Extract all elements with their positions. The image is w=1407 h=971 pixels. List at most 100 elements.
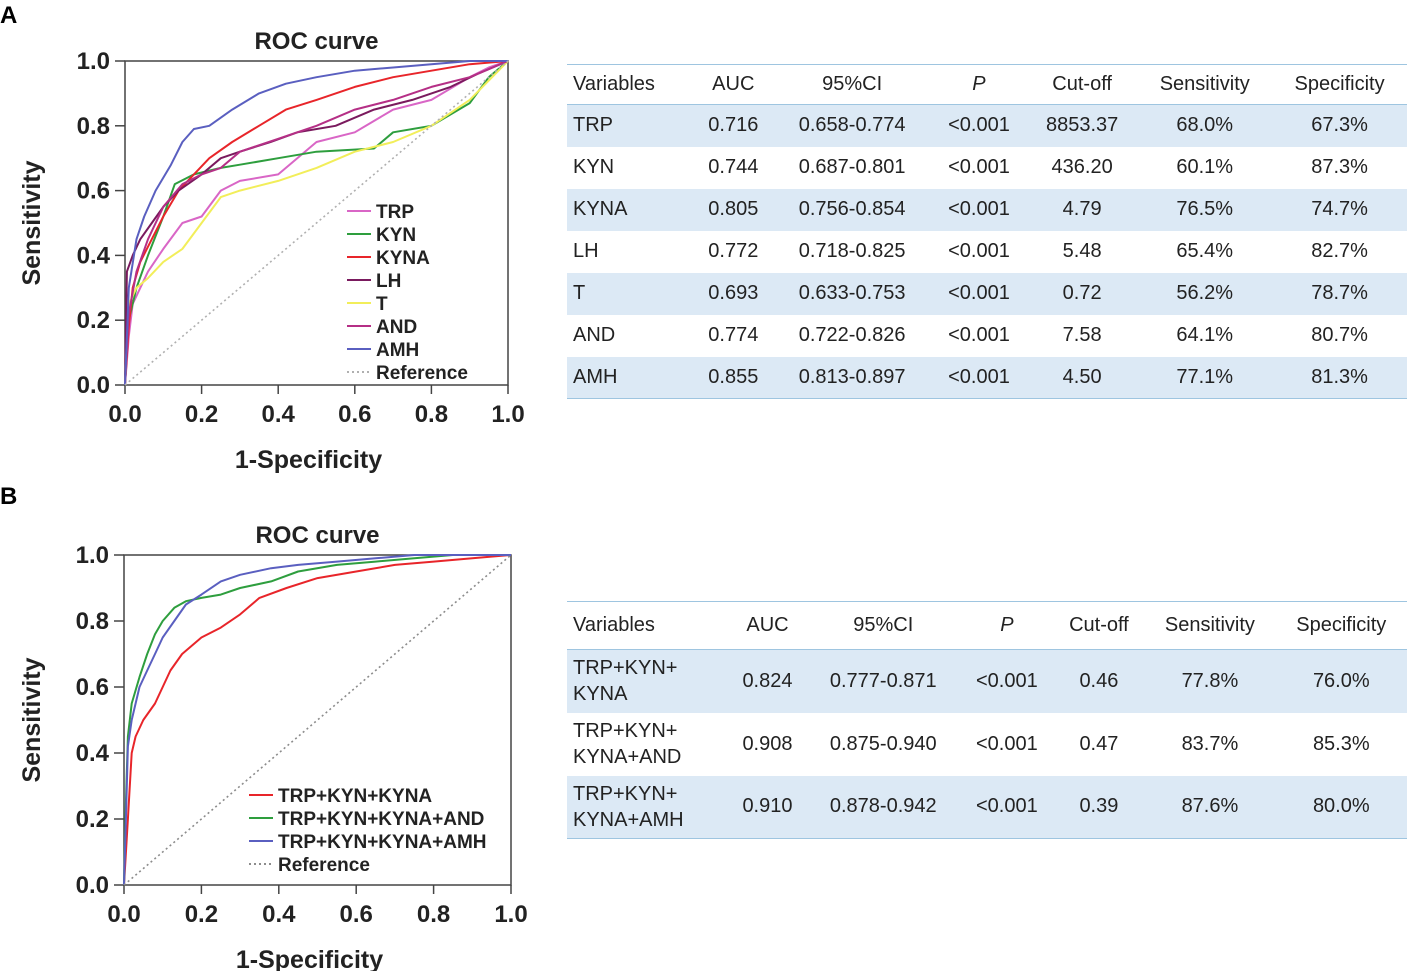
x-tick-label: 1.0 [494,901,527,928]
header-variables: Variables [573,614,655,636]
cell-specificity: 80.7% [1311,324,1368,346]
cell-p-value: <0.001 [960,775,1054,839]
roc-chart-a: ROC curve 0.0 0.2 0.4 0.6 0.8 1.0 0.0 0.2 0.4 0.6 0… [18,28,525,474]
header-p-value: P [1000,614,1014,636]
cell-auc: 0.855 [693,356,774,399]
results-table-b: Variables AUC 95%CI P Cut-off Sensitivity Spec… [567,601,1407,839]
cell-cut-off: 8853.37 [1026,104,1138,147]
y-tick-label: 0.2 [76,806,109,833]
cell-cut-off: 0.47 [1079,732,1119,755]
series-line-amh [124,60,508,386]
legend-label-kyn: KYN [376,225,416,246]
series-line-trp-kyn-kyna-amh [123,554,511,886]
table-row: TRP+KYN+ KYNA+AMH 0.910 0.878-0.942 <0.001 0… [567,775,1407,839]
y-tick-label: 0.8 [76,608,109,635]
y-axis-label: Sensitivity [18,160,46,285]
table-row: KYNA 0.805 0.756-0.854 <0.001 4.79 76.5% 74.7% [567,188,1407,231]
cell-sensitivity: 64.1% [1176,324,1234,346]
x-tick-label: 0.2 [185,401,218,428]
header-95-ci: 95%CI [853,614,914,636]
cell-variables: KYN [573,156,615,178]
cell-p-value: <0.001 [931,104,1027,147]
cell-specificity: 81.3% [1272,356,1407,399]
table-row: AMH 0.855 0.813-0.897 <0.001 4.50 77.1% 81.3% [567,356,1407,399]
chart-title: ROC curve [255,522,379,549]
cell-p-value: <0.001 [931,356,1027,399]
cell-variables: TRP+KYN+ KYNA [567,649,729,713]
cell-specificity: 67.3% [1272,104,1407,147]
cell-auc: 0.772 [708,240,759,262]
cell-95-ci: 0.687-0.801 [798,156,906,178]
x-tick-label: 0.4 [262,401,296,428]
cell-sensitivity: 60.1% [1176,156,1234,178]
header-specificity: Specificity [1294,73,1385,95]
cell-p-value: <0.001 [948,324,1010,346]
y-tick-label: 0.4 [76,740,110,767]
table-row: TRP+KYN+ KYNA+AND 0.908 0.875-0.940 <0.001 0… [567,713,1407,776]
cell-specificity: 78.7% [1272,272,1407,315]
legend-label-lh: LH [376,271,401,292]
table-header-row: Variables AUC 95%CI P Cut-off Sensitivity Spec… [567,601,1407,650]
x-tick-label: 0.4 [262,901,296,928]
cell-95-ci: 0.756-0.854 [773,188,932,231]
header-sensitivity: Sensitivity [1159,73,1250,95]
x-tick-label: 0.8 [417,901,450,928]
cell-auc: 0.693 [693,272,774,315]
legend-label-trp-kyn-kyna-amh: TRP+KYN+KYNA+AMH [278,832,487,853]
cell-p-value: <0.001 [960,649,1054,713]
table-row: TRP+KYN+ KYNA 0.824 0.777-0.871 <0.001 0.46 7… [567,649,1407,713]
cell-cut-off: 0.72 [1026,272,1138,315]
cell-sensitivity: 77.8% [1144,649,1276,713]
x-tick-label: 0.0 [107,901,140,928]
legend-label-reference: Reference [278,855,370,876]
cell-variables: KYNA [567,188,694,231]
panel-label-a: A [0,2,18,29]
plot-frame [123,554,512,886]
series-line-lh [124,60,509,386]
chart-title: ROC curve [254,28,378,55]
cell-95-ci: 0.878-0.942 [806,775,961,839]
cell-p-value: <0.001 [948,240,1010,262]
cell-cut-off: 5.48 [1062,240,1102,262]
cell-sensitivity: 56.2% [1137,272,1273,315]
panel-label-b: B [0,483,18,510]
series-line-trp-kyn-kyna-and [123,554,511,886]
series-line-trp-kyn-kyna [123,554,512,886]
legend-label-and: AND [376,317,417,338]
x-tick-label: 0.6 [340,901,373,928]
cell-95-ci: 0.875-0.940 [829,732,937,755]
y-tick-label: 0.6 [76,674,109,701]
cell-variables: TRP+KYN+ KYNA+AMH [567,775,729,839]
legend-label-t: T [376,294,388,315]
cell-cut-off: 0.39 [1053,775,1145,839]
cell-variables: LH [573,240,599,262]
cell-95-ci: 0.813-0.897 [773,356,932,399]
y-tick-label: 0.0 [76,872,109,899]
legend-label-trp-kyn-kyna: TRP+KYN+KYNA [278,786,432,807]
cell-auc: 0.824 [728,649,807,713]
table-row: TRP 0.716 0.658-0.774 <0.001 8853.37 68.0% 67.… [567,104,1407,147]
x-axis-label: 1-Specificity [235,446,382,474]
cell-sensitivity: 83.7% [1181,732,1239,755]
y-tick-label: 1.0 [77,48,110,75]
results-table-a: Variables AUC 95%CI P Cut-off Sensitivity Spec… [567,64,1407,399]
series-line-trp [124,60,509,386]
table-row: KYN 0.744 0.687-0.801 <0.001 436.20 60.1% 87.3… [567,147,1407,189]
legend-label-trp: TRP [376,202,414,223]
cell-95-ci: 0.722-0.826 [798,324,906,346]
header-specificity: Specificity [1296,614,1387,636]
legend-label-reference: Reference [376,363,468,384]
y-tick-label: 1.0 [76,542,109,569]
x-axis-label: 1-Specificity [236,946,383,971]
cell-variables: AND [573,324,616,346]
series-line-and [124,60,509,386]
plot-frame [124,60,509,386]
cell-95-ci: 0.633-0.753 [773,272,932,315]
cell-specificity: 82.7% [1311,240,1368,262]
cell-specificity: 80.0% [1275,775,1407,839]
cell-p-value: <0.001 [948,156,1010,178]
cell-cut-off: 4.50 [1026,356,1138,399]
cell-variables: T [567,272,694,315]
cell-sensitivity: 68.0% [1137,104,1273,147]
cell-specificity: 74.7% [1272,188,1407,231]
